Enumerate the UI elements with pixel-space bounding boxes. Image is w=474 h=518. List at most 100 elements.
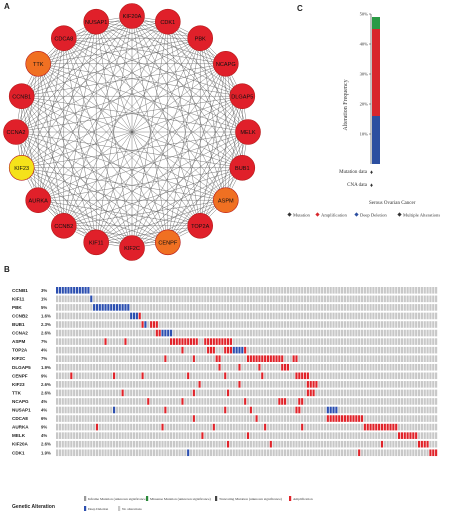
- cell-none: [435, 406, 438, 414]
- cell-none: [301, 449, 304, 457]
- legend-label: Missense Mutation (unknown significance): [150, 497, 212, 501]
- cell-none: [380, 372, 384, 380]
- cell-del: [113, 406, 116, 414]
- cell-none: [400, 321, 403, 328]
- cell-none: [378, 406, 381, 414]
- cell-none: [98, 381, 101, 388]
- cell-none: [358, 406, 361, 414]
- cell-none: [301, 304, 304, 311]
- cell-none: [321, 372, 324, 380]
- gene-percent: 9%: [41, 373, 47, 378]
- cell-none: [415, 415, 418, 422]
- cell-none: [141, 381, 144, 388]
- gene-percent: 1.9%: [41, 450, 51, 455]
- cell-amp: [187, 372, 190, 380]
- cell-none: [164, 389, 167, 397]
- cell-none: [303, 449, 307, 457]
- cell-none: [212, 440, 215, 448]
- cell-none: [281, 321, 284, 328]
- cell-none: [346, 321, 349, 328]
- cell-none: [195, 423, 198, 431]
- cell-none: [326, 432, 329, 439]
- cell-none: [235, 329, 238, 337]
- cell-none: [58, 295, 61, 303]
- cell-none: [172, 295, 175, 303]
- cell-none: [130, 363, 133, 371]
- cell-amp: [175, 338, 178, 345]
- cell-none: [284, 295, 287, 303]
- cell-none: [192, 440, 195, 448]
- cell-amp: [141, 321, 144, 328]
- cell-none: [67, 372, 70, 380]
- cell-none: [246, 415, 250, 422]
- cell-none: [84, 381, 87, 388]
- cell-del: [127, 304, 130, 311]
- cell-none: [323, 304, 327, 311]
- cell-none: [172, 346, 175, 354]
- cell-none: [124, 287, 127, 294]
- cell-none: [355, 372, 358, 380]
- cell-none: [298, 338, 301, 345]
- cell-none: [412, 355, 415, 362]
- cell-none: [241, 304, 244, 311]
- cell-none: [312, 372, 315, 380]
- cell-none: [229, 398, 232, 405]
- cell-none: [138, 381, 141, 388]
- cell-amp: [161, 423, 164, 431]
- cell-none: [360, 338, 364, 345]
- cell-none: [170, 372, 173, 380]
- cell-none: [289, 338, 292, 345]
- gene-percent: 7%: [41, 356, 47, 361]
- cell-amp: [295, 372, 298, 380]
- cell-amp: [383, 423, 386, 431]
- cell-none: [81, 415, 84, 422]
- cell-none: [432, 423, 435, 431]
- cell-none: [338, 329, 341, 337]
- cell-none: [366, 329, 369, 337]
- cell-none: [289, 304, 292, 311]
- cell-none: [135, 423, 138, 431]
- cell-none: [363, 372, 366, 380]
- node-label: TTK: [33, 62, 44, 68]
- cell-none: [258, 304, 261, 311]
- network-edge: [63, 15, 133, 226]
- cell-none: [335, 423, 338, 431]
- cell-none: [110, 346, 113, 354]
- cell-none: [275, 329, 278, 337]
- cell-none: [224, 304, 227, 311]
- cell-none: [341, 423, 344, 431]
- cell-none: [175, 415, 178, 422]
- cell-none: [84, 415, 87, 422]
- cell-none: [170, 415, 173, 422]
- cell-none: [309, 321, 312, 328]
- cell-none: [215, 363, 218, 371]
- cell-none: [426, 363, 429, 371]
- cell-none: [255, 389, 258, 397]
- cell-none: [198, 363, 201, 371]
- cell-none: [127, 355, 130, 362]
- cell-none: [135, 406, 138, 414]
- cell-none: [204, 415, 207, 422]
- cell-none: [181, 389, 184, 397]
- cell-none: [58, 449, 61, 457]
- cell-none: [110, 329, 113, 337]
- cell-none: [118, 295, 121, 303]
- cell-none: [56, 295, 59, 303]
- cell-none: [395, 449, 398, 457]
- cell-none: [341, 338, 344, 345]
- cell-none: [178, 406, 181, 414]
- cell-none: [266, 432, 270, 439]
- cell-none: [70, 440, 73, 448]
- cell-none: [113, 363, 116, 371]
- gene-percent: 1.6%: [41, 313, 51, 318]
- cell-none: [301, 363, 304, 371]
- cell-none: [335, 355, 338, 362]
- cell-none: [229, 449, 232, 457]
- network-edge: [38, 38, 201, 201]
- cell-amp: [155, 321, 158, 328]
- cell-none: [201, 423, 204, 431]
- cell-none: [235, 287, 238, 294]
- cell-none: [175, 389, 178, 397]
- cell-none: [289, 346, 292, 354]
- cell-none: [429, 440, 432, 448]
